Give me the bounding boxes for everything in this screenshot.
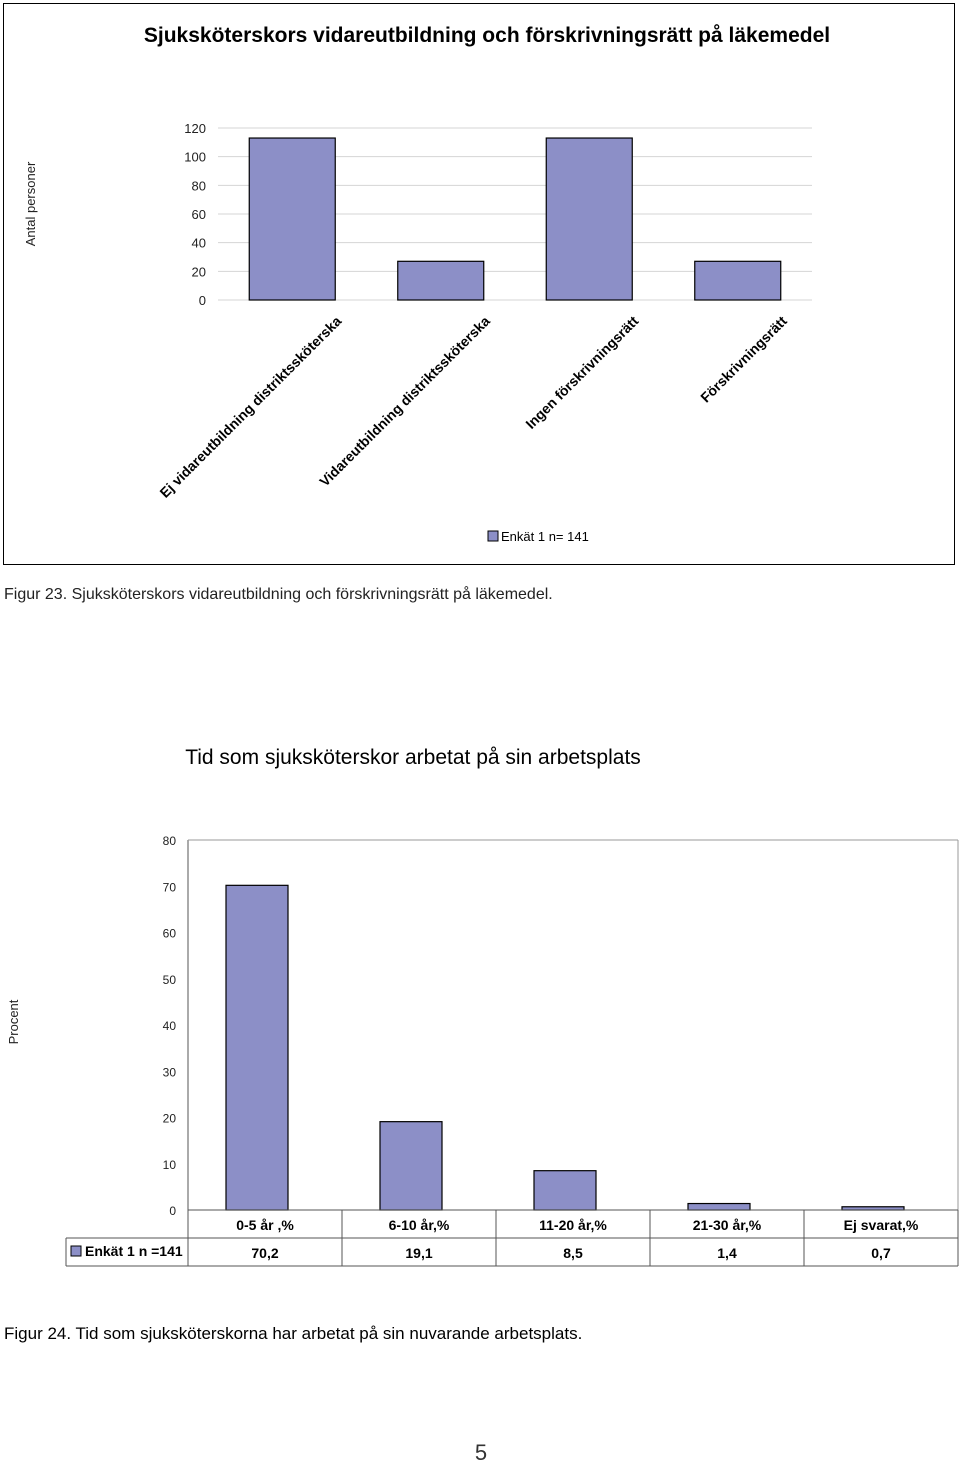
chart1-y-axis-label: Antal personer: [23, 161, 38, 246]
chart1-legend-swatch: [487, 530, 499, 542]
page-number: 5: [474, 1440, 488, 1465]
chart1-plot: 0 20 40 60 80 100 120 Ej vidareutbildning dist…: [23, 121, 812, 544]
chart1-x-tick-label: Ej vidareutbildning distriktssköterska: [156, 313, 344, 501]
chart1-y-tick-label: 40: [192, 236, 206, 251]
chart1-frame: [3, 3, 955, 565]
chart2-x-tick-label: 21-30 år,%: [693, 1217, 762, 1233]
chart2-title: Tid som sjuksköterskor arbetat på sin ar…: [185, 746, 641, 769]
chart1-bar: [694, 260, 782, 301]
figure23-caption-text: Sjuksköterskors vidareutbildning och för…: [71, 586, 553, 603]
chart2-y-tick-label: 10: [163, 1158, 177, 1172]
chart1-y-tick-label: 120: [184, 121, 206, 136]
chart2-data-label: 1,4: [717, 1245, 737, 1261]
chart1-y-tick-label: 20: [192, 264, 206, 279]
chart2-bar: [687, 1202, 751, 1211]
chart1-y-tick-label: 100: [184, 150, 206, 165]
chart2-data-label: 70,2: [251, 1245, 278, 1261]
chart1-title: Sjuksköterskors vidareutbildning och för…: [143, 24, 831, 47]
chart2-data-label: 8,5: [563, 1245, 583, 1261]
chart1-y-tick-label: 80: [192, 178, 206, 193]
chart2-y-tick-label: 30: [163, 1065, 177, 1079]
chart1-bar: [545, 137, 633, 301]
chart1-bar: [397, 260, 485, 301]
chart2-legend-swatch: [70, 1245, 82, 1257]
figure23-caption: Figur 23. Sjuksköterskors vidareutbildni…: [4, 586, 553, 604]
chart2-data-label: 19,1: [405, 1245, 432, 1261]
chart2-bar: [379, 1121, 443, 1211]
chart2-y-tick-label: 80: [163, 834, 177, 848]
chart2-y-tick-label: 40: [163, 1019, 177, 1033]
chart2-plot: 0 10 20 30 40 50 60 70 80 0-5 år ,% 70,2 6-10 år,%…: [6, 834, 959, 1267]
chart2-y-tick-label: 60: [163, 927, 177, 941]
chart2-y-tick-label: 20: [163, 1112, 177, 1126]
figure24-caption-label: Figur 24.: [4, 1324, 72, 1343]
chart1-y-tick-label: 0: [199, 293, 206, 308]
chart2-y-tick-label: 70: [163, 880, 177, 894]
chart1-x-tick-label: Förskrivningsrätt: [697, 313, 790, 406]
chart2-bar: [533, 1170, 597, 1211]
figure24-caption-text: Tid som sjuksköterskorna har arbetat på …: [75, 1324, 583, 1343]
chart2-legend-label: Enkät 1 n =141: [85, 1243, 183, 1259]
chart2-x-tick-label: 6-10 år,%: [389, 1217, 450, 1233]
chart1-x-tick-label: Vidareutbildning distriktssköterska: [316, 313, 493, 490]
chart2-y-tick-label: 0: [169, 1204, 176, 1218]
chart1-legend-label: Enkät 1 n= 141: [501, 529, 589, 544]
chart2-x-tick-label: Ej svarat,%: [844, 1217, 919, 1233]
chart1-y-tick-label: 60: [192, 207, 206, 222]
chart2-y-tick-label: 50: [163, 973, 177, 987]
chart1-x-tick-label: Ingen förskrivningsrätt: [522, 313, 641, 432]
chart1-bar: [248, 137, 336, 301]
chart2-y-axis-label: Procent: [6, 999, 21, 1044]
figure23-caption-label: Figur 23.: [4, 586, 68, 603]
chart2-data-label: 0,7: [871, 1245, 891, 1261]
chart2-bar: [225, 884, 289, 1211]
figure24-caption: Figur 24. Tid som sjuksköterskorna har a…: [4, 1324, 582, 1344]
chart1-legend: Enkät 1 n= 141: [487, 529, 589, 544]
chart2-x-tick-label: 11-20 år,%: [539, 1217, 607, 1233]
chart2-x-tick-label: 0-5 år ,%: [236, 1217, 294, 1233]
